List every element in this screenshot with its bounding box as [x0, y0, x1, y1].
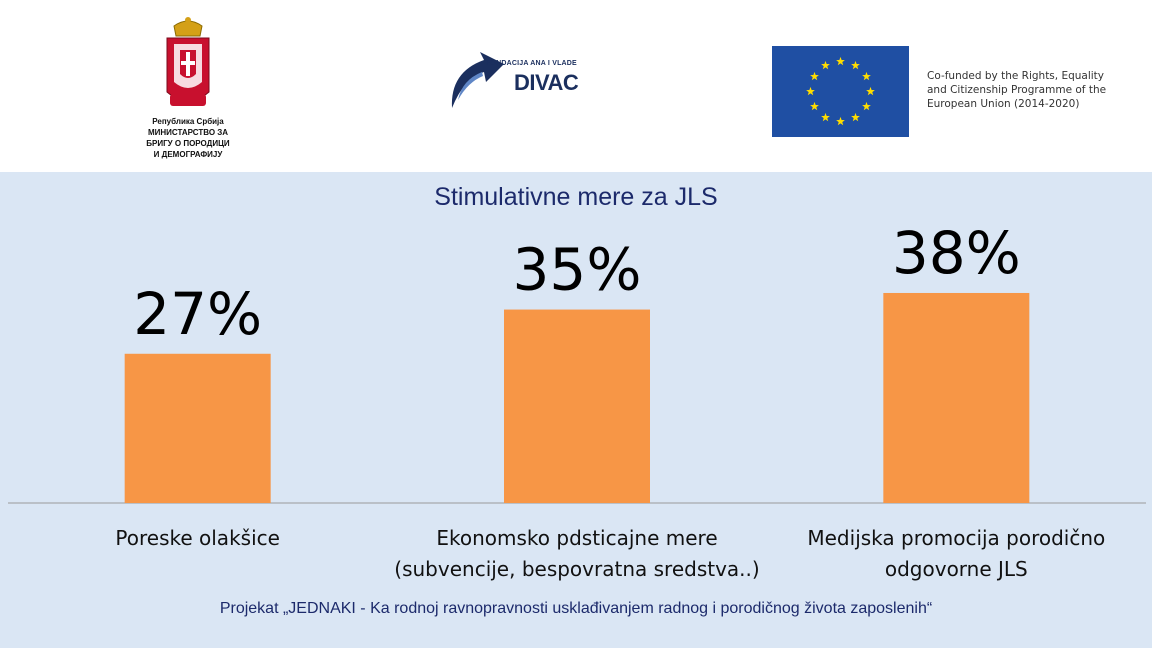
eu-text-line-3: European Union (2014-2020)	[927, 98, 1080, 110]
divac-swoosh-icon	[451, 52, 504, 108]
eu-cofunding-text: Co-funded by the Rights, Equality and Ci…	[927, 69, 1106, 111]
header-logos: Република Србија МИНИСТАРСТВО ЗА БРИГУ О…	[0, 0, 1152, 172]
eu-star-icon	[821, 112, 830, 122]
category-label-3-line-1: Medijska promocija porodično	[807, 526, 1105, 550]
serbia-ministry-logo: Република Србија МИНИСТАРСТВО ЗА БРИГУ О…	[138, 14, 238, 160]
eu-star-icon	[866, 86, 875, 96]
divac-brand: DIVAC	[514, 70, 579, 95]
eu-star-icon	[836, 56, 845, 66]
eu-star-icon	[862, 71, 871, 81]
bar-3	[883, 292, 1030, 503]
category-label-2-line-2: (subvencije, bespovratna sredstva..)	[394, 557, 759, 581]
serbia-text-line-2: МИНИСТАРСТВО ЗА	[147, 128, 229, 137]
category-label-3-line-2: odgovorne JLS	[885, 557, 1028, 581]
chart-title: Stimulativne mere za JLS	[434, 183, 718, 211]
eu-text-line-2: and Citizenship Programme of the	[927, 84, 1107, 96]
category-label-2-line-1: Ekonomsko pdsticajne mere	[436, 526, 717, 550]
eu-star-icon	[836, 116, 845, 126]
serbia-coat-of-arms-icon	[166, 17, 210, 106]
data-label-2: 35%	[513, 236, 642, 304]
data-label-3: 38%	[892, 219, 1021, 287]
eu-star-icon	[821, 60, 830, 70]
category-label-1-line-1: Poreske olakšice	[115, 526, 280, 550]
bar-2	[504, 309, 650, 503]
serbia-text-line-4: И ДЕМОГРАФИЈУ	[153, 150, 223, 159]
project-footer: Projekat „JEDNAKI - Ka rodnoj ravnopravn…	[219, 600, 933, 617]
divac-foundation-logo: FONDACIJA ANA I VLADE DIVAC	[448, 50, 588, 112]
eu-star-icon	[806, 86, 815, 96]
eu-star-icon	[810, 71, 819, 81]
eu-star-icon	[862, 101, 871, 111]
eu-star-icon	[810, 101, 819, 111]
eu-star-icon	[851, 112, 860, 122]
serbia-text-line-3: БРИГУ О ПОРОДИЦИ	[146, 139, 230, 148]
eu-flag-icon	[772, 46, 909, 137]
bar-1	[124, 353, 271, 503]
data-label-1: 27%	[133, 280, 262, 348]
eu-text-line-1: Co-funded by the Rights, Equality	[927, 70, 1105, 82]
divac-foundation-name: FONDACIJA ANA I VLADE	[486, 60, 577, 67]
eu-star-icon	[851, 60, 860, 70]
serbia-text-line-1: Република Србија	[152, 117, 224, 126]
